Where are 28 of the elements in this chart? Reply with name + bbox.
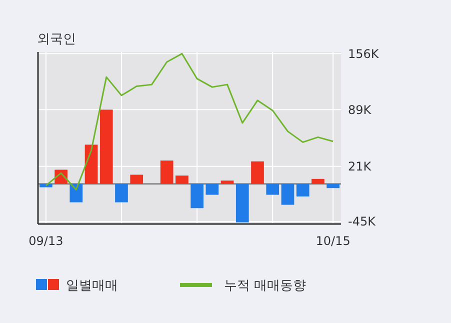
bar — [220, 180, 234, 184]
bar — [130, 174, 144, 184]
bar — [115, 184, 128, 202]
legend-label: 누적 매매동향 — [224, 278, 306, 294]
bar — [160, 160, 174, 184]
bar — [281, 184, 294, 205]
bar — [312, 178, 324, 184]
bar — [84, 144, 98, 184]
x-tick-label: 09/13 — [28, 234, 64, 248]
y-tick-label: -45K — [348, 214, 377, 229]
bar — [206, 184, 219, 195]
x-tick-label: 10/15 — [316, 234, 350, 248]
bar — [40, 184, 52, 188]
bar — [236, 184, 249, 222]
bar — [70, 184, 83, 202]
bar — [266, 184, 280, 195]
line-series — [45, 52, 334, 191]
bar — [176, 176, 188, 184]
chart-title: 외국인 — [37, 32, 76, 47]
bar — [100, 110, 113, 184]
bar — [296, 184, 310, 196]
legend-label: 일별매매 — [66, 278, 118, 294]
y-tick-label: 156K — [348, 46, 380, 61]
y-tick-label: 89K — [348, 102, 372, 117]
bar — [251, 161, 264, 184]
bar — [326, 184, 340, 188]
y-tick-label: 21K — [348, 160, 372, 174]
bar — [190, 184, 204, 208]
